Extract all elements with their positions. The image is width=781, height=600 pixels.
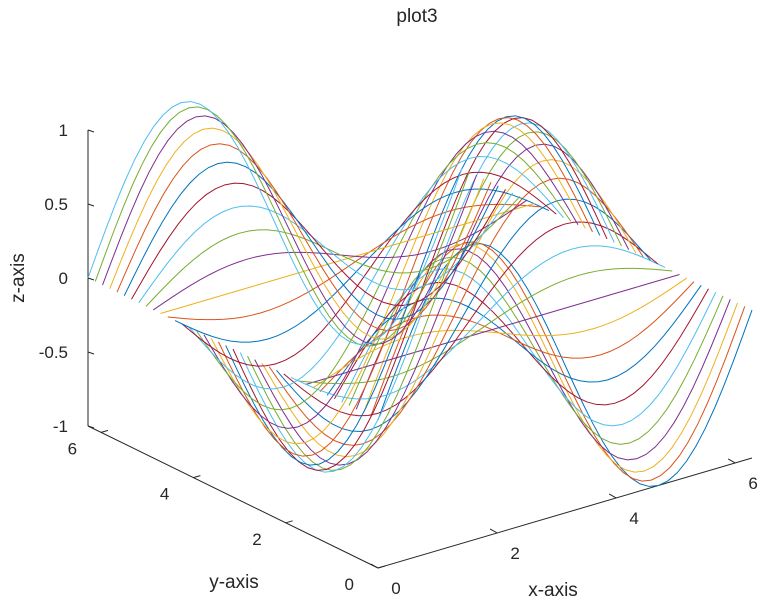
- curve-group: [87, 101, 753, 487]
- series-line: [116, 143, 492, 332]
- y-tick-label: 6: [68, 439, 77, 458]
- y-tick-label: 4: [160, 485, 169, 504]
- x-tick-label: 4: [629, 509, 638, 528]
- y-tick-label: 2: [252, 530, 261, 549]
- z-tick-label: -1: [53, 417, 68, 436]
- z-tick-label: 0: [59, 269, 68, 288]
- z-tick-label: 0.5: [44, 195, 68, 214]
- z-tick-label: 1: [59, 121, 68, 140]
- series-line: [341, 268, 717, 427]
- series-line: [254, 143, 630, 466]
- series-line: [283, 221, 659, 417]
- x-tick-label: 2: [510, 544, 519, 563]
- series-line: [239, 122, 615, 473]
- series-line: [210, 122, 586, 445]
- series-line: [94, 106, 470, 347]
- series-line: [203, 130, 579, 429]
- tick-group: -1 -0.5 0 0.5 1 0 2 4 6 0 2 4 6: [39, 121, 758, 598]
- x-tick-label: 0: [391, 579, 400, 598]
- series-line: [276, 198, 651, 432]
- series-line: [167, 203, 542, 321]
- x-tick-mark: [489, 528, 498, 534]
- series-line: [355, 248, 731, 461]
- y-tick-mark: [285, 520, 293, 524]
- z-axis-label: z-axis: [8, 253, 29, 303]
- series-line: [377, 243, 753, 487]
- series-line: [370, 241, 746, 482]
- x-axis-label: x-axis: [528, 580, 578, 600]
- series-line: [181, 171, 557, 367]
- x-axis-line: [377, 457, 753, 569]
- y-tick-label: 0: [345, 575, 354, 594]
- z-tick-mark: [87, 277, 95, 281]
- series-line: [102, 115, 477, 345]
- series-line: [312, 277, 688, 389]
- z-tick-mark: [87, 425, 95, 429]
- series-line: [145, 196, 521, 307]
- x-tick-label: 6: [748, 474, 757, 493]
- series-line: [123, 161, 499, 320]
- series-line: [218, 117, 593, 457]
- series-line: [87, 101, 463, 345]
- y-tick-mark: [377, 565, 386, 569]
- series-line: [319, 281, 695, 392]
- z-tick-mark: [87, 351, 95, 355]
- y-axis-line: [87, 425, 379, 569]
- series-line: [363, 243, 738, 473]
- series-line: [298, 267, 673, 385]
- z-tick-label: -0.5: [39, 343, 68, 362]
- series-line: [290, 245, 666, 400]
- z-tick-mark: [87, 129, 95, 133]
- series-line: [348, 256, 724, 445]
- y-axis-label: y-axis: [209, 572, 259, 593]
- series-line: [109, 127, 485, 340]
- y-tick-mark: [100, 429, 109, 433]
- series-line: [196, 142, 572, 411]
- series-line: [305, 274, 680, 385]
- series-line: [189, 156, 564, 390]
- x-tick-mark: [727, 458, 736, 464]
- chart-title: plot3: [396, 6, 437, 27]
- x-tick-mark: [608, 493, 617, 499]
- series-line: [174, 188, 550, 343]
- y-tick-mark: [193, 475, 201, 479]
- x-tick-mark: [370, 563, 379, 569]
- z-tick-mark: [87, 203, 95, 207]
